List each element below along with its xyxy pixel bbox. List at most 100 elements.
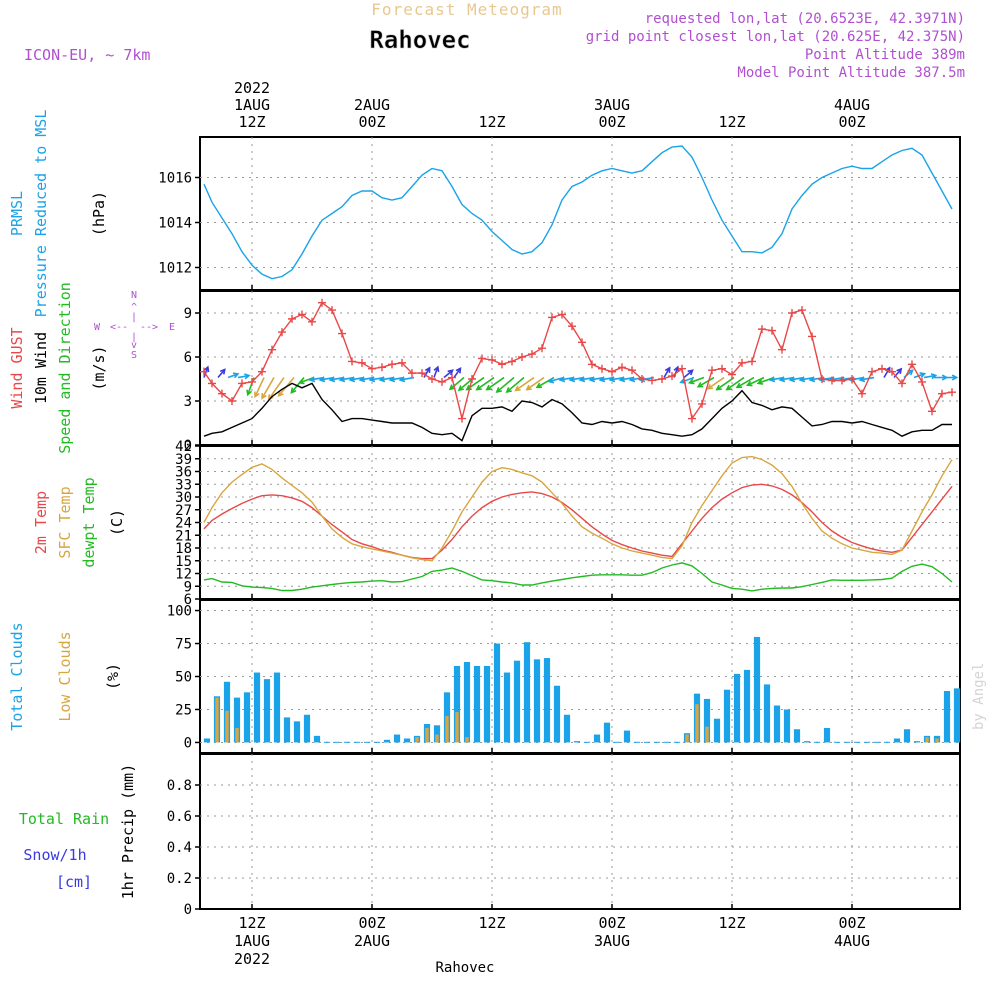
top-time-label: 12Z bbox=[718, 113, 745, 131]
bottom-time-label: 12Z bbox=[718, 914, 745, 932]
y-tick-label: 39 bbox=[175, 452, 192, 468]
gust-marker bbox=[948, 388, 956, 397]
wind-barb-head bbox=[768, 376, 776, 383]
model-altitude: Model Point Altitude 387.5m bbox=[737, 65, 965, 81]
bottom-time-label: 12Z bbox=[478, 914, 505, 932]
gust-marker bbox=[848, 375, 856, 383]
gust-marker bbox=[398, 358, 406, 367]
gust-marker bbox=[368, 364, 376, 373]
gust-marker bbox=[338, 329, 346, 338]
y-tick-label: 21 bbox=[175, 528, 192, 544]
y-tick-label: 36 bbox=[175, 465, 192, 481]
wind-barb-head bbox=[951, 374, 959, 381]
compass-arrow: | bbox=[131, 332, 137, 343]
y-tick-label: 0.2 bbox=[167, 871, 192, 887]
y-tick-label: 0 bbox=[184, 735, 192, 751]
y-tick-label: 0.6 bbox=[167, 809, 192, 825]
gust-marker bbox=[888, 367, 896, 376]
wind-barb-head bbox=[232, 372, 240, 379]
wind-barb bbox=[237, 374, 250, 379]
wind-barb-head bbox=[715, 384, 722, 391]
total_clouds-bar bbox=[293, 721, 301, 743]
total_clouds-bar bbox=[633, 741, 641, 743]
wind-barb-head bbox=[638, 376, 646, 383]
total_clouds-bar bbox=[823, 727, 831, 743]
total_clouds-bar bbox=[813, 741, 821, 743]
total_clouds-bar bbox=[583, 741, 591, 743]
y-tick-label: 1016 bbox=[158, 171, 192, 187]
total_clouds-bar bbox=[513, 660, 521, 743]
gust-marker bbox=[498, 360, 506, 369]
gust-marker bbox=[448, 373, 456, 382]
wind-barb-head bbox=[687, 378, 695, 385]
gust-marker bbox=[228, 397, 236, 405]
pressure-line bbox=[203, 145, 953, 280]
total_clouds-bar bbox=[253, 672, 261, 743]
wind-barb-head bbox=[598, 376, 606, 383]
low_clouds-bar bbox=[685, 734, 689, 743]
total_clouds-bar bbox=[833, 741, 841, 743]
total_clouds-bar bbox=[373, 741, 381, 743]
total_clouds-bar bbox=[523, 642, 531, 743]
total_clouds-bar bbox=[893, 738, 901, 743]
gust-marker bbox=[928, 407, 936, 416]
bottom-time-label: 00Z bbox=[358, 914, 385, 932]
total_clouds-bar bbox=[393, 734, 401, 743]
total_clouds-bar bbox=[733, 673, 741, 743]
location-title: Rahovec bbox=[369, 26, 470, 54]
gust-marker bbox=[508, 357, 516, 366]
total_clouds-bar bbox=[473, 665, 481, 743]
gust-marker bbox=[898, 379, 906, 388]
wind-barb bbox=[453, 367, 462, 378]
gust-marker bbox=[628, 366, 636, 375]
credit-watermark: by Angel bbox=[971, 663, 987, 730]
gust-marker bbox=[268, 345, 276, 354]
gust-marker bbox=[708, 366, 716, 375]
top-time-label: 12Z bbox=[238, 113, 265, 131]
wind-barb bbox=[726, 376, 745, 391]
wind-barb bbox=[747, 376, 765, 386]
y-axis-label: Speed and Direction bbox=[56, 282, 74, 454]
wind-barb-head bbox=[858, 376, 866, 383]
bottom-time-label: 1AUG bbox=[234, 932, 270, 950]
total_clouds-bar bbox=[303, 714, 311, 743]
wind-barb-head bbox=[424, 366, 431, 373]
wind-barb-head bbox=[203, 365, 210, 373]
gust-marker bbox=[408, 369, 416, 378]
wind-barb bbox=[433, 366, 439, 378]
total_clouds-bar bbox=[773, 705, 781, 743]
wind-barb bbox=[707, 376, 725, 390]
total_clouds-bar bbox=[873, 741, 881, 743]
gust-marker bbox=[748, 357, 756, 366]
precip-panel: 0 0.2 0.4 0.6 0.8 1hr Precip (mm) Total Rain Sn… bbox=[19, 753, 961, 918]
wind-barb-head bbox=[514, 385, 521, 392]
y-axis-label: Wind GUST bbox=[8, 327, 26, 408]
total_clouds-bar bbox=[913, 741, 921, 743]
total_clouds-bar bbox=[793, 729, 801, 743]
gust-line bbox=[203, 301, 953, 421]
y-axis-label: Low Clouds bbox=[56, 631, 74, 721]
low_clouds-bar bbox=[445, 716, 449, 743]
low_clouds-bar bbox=[935, 738, 939, 743]
wind-barb-head bbox=[398, 376, 406, 383]
point-altitude: Point Altitude 389m bbox=[805, 47, 965, 63]
wind-barb bbox=[697, 376, 715, 388]
total_clouds-bar bbox=[703, 698, 711, 743]
gust-marker bbox=[528, 350, 536, 359]
gust-marker bbox=[618, 363, 626, 372]
gust-marker bbox=[378, 363, 386, 372]
gust-marker bbox=[698, 399, 706, 408]
gust-marker bbox=[868, 367, 876, 376]
total_clouds-bar bbox=[623, 730, 631, 743]
wind-barb-head bbox=[219, 368, 226, 375]
total_clouds-bar bbox=[263, 679, 271, 743]
y-tick-label: 50 bbox=[175, 670, 192, 686]
top-time-label: 00Z bbox=[358, 113, 385, 131]
gust-marker bbox=[200, 367, 208, 376]
wind-barb-head bbox=[687, 369, 694, 376]
y-tick-label: 15 bbox=[175, 554, 192, 570]
grid-point-coords: grid point closest lon,lat (20.625E, 42.… bbox=[586, 29, 965, 45]
